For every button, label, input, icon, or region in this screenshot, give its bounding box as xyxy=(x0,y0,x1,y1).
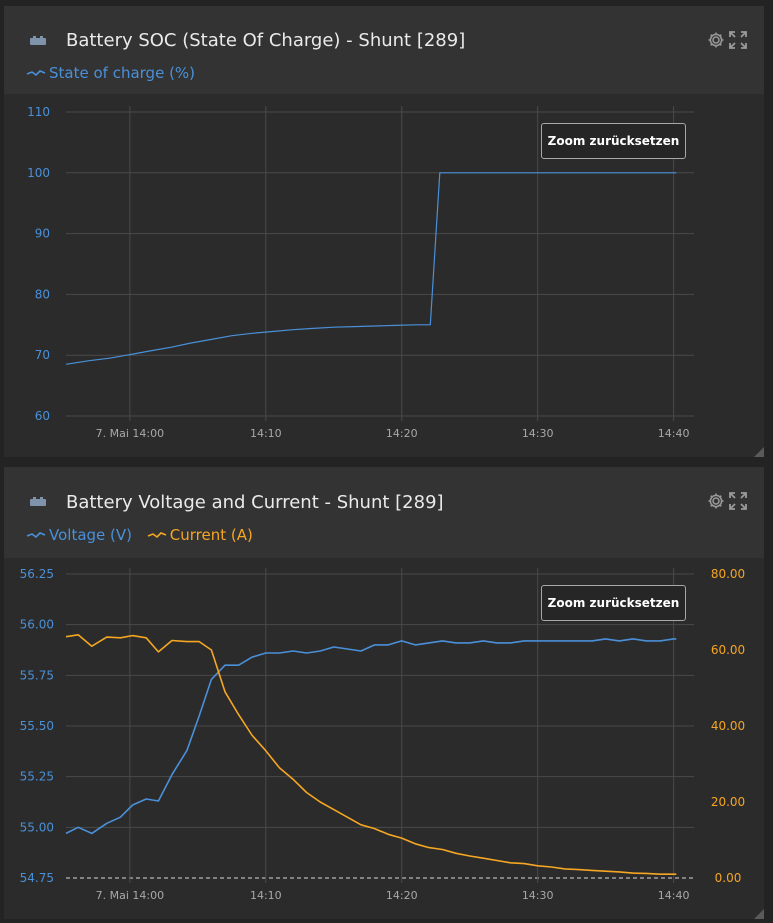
y-right-tick-label: 0.00 xyxy=(715,871,742,885)
x-tick-label: 14:20 xyxy=(386,889,418,902)
resize-handle[interactable] xyxy=(754,909,764,919)
y-tick-label: 100 xyxy=(27,166,50,180)
panel-title: Battery SOC (State Of Charge) - Shunt [2… xyxy=(66,30,466,51)
panel-title: Battery Voltage and Current - Shunt [289… xyxy=(66,492,444,513)
current-a-series-line xyxy=(65,634,677,876)
x-tick-label: 7. Mai 14:00 xyxy=(96,889,164,902)
y-right-tick-label: 40.00 xyxy=(711,719,745,733)
line-series-icon xyxy=(26,532,46,539)
gear-icon[interactable] xyxy=(706,491,726,515)
y-right-tick-label: 60.00 xyxy=(711,643,745,657)
x-tick-label: 14:40 xyxy=(658,427,690,440)
y-right-tick-label: 80.00 xyxy=(711,567,745,581)
y-tick-label: 60 xyxy=(35,409,50,423)
y-tick-label: 110 xyxy=(27,105,50,119)
y-tick-label: 54.75 xyxy=(20,871,54,885)
y-tick-label: 55.00 xyxy=(20,820,54,834)
zoom-reset-button[interactable]: Zoom zurücksetzen xyxy=(541,123,686,159)
y-tick-label: 70 xyxy=(35,348,50,362)
soc-chart[interactable]: 60 70 80 90 100 110 7. Mai 14:00 14:10 14:20 14:3… xyxy=(4,94,764,457)
y-tick-label: 56.00 xyxy=(20,618,54,632)
line-series-icon xyxy=(26,70,46,77)
soc-panel: Battery SOC (State Of Charge) - Shunt [2… xyxy=(4,6,764,457)
x-tick-label: 14:10 xyxy=(250,427,282,440)
legend-label: State of charge (%) xyxy=(49,64,196,82)
y-tick-label: 55.50 xyxy=(20,719,54,733)
zoom-reset-button[interactable]: Zoom zurücksetzen xyxy=(541,585,686,621)
legend-label: Current (A) xyxy=(169,526,253,544)
voltage-v-series-line xyxy=(65,638,677,835)
chart-legend: State of charge (%) xyxy=(26,64,205,82)
x-tick-label: 14:30 xyxy=(522,889,554,902)
legend-label: Voltage (V) xyxy=(49,526,132,544)
x-tick-label: 14:20 xyxy=(386,427,418,440)
y-tick-label: 55.25 xyxy=(20,770,54,784)
y-tick-label: 56.25 xyxy=(20,567,54,581)
voltage-current-panel: Battery Voltage and Current - Shunt [289… xyxy=(4,467,764,919)
line-series-icon xyxy=(147,532,167,539)
y-right-tick-label: 20.00 xyxy=(711,795,745,809)
y-tick-label: 90 xyxy=(35,227,50,241)
resize-handle[interactable] xyxy=(754,447,764,457)
x-tick-label: 14:40 xyxy=(658,889,690,902)
voltage-current-chart[interactable]: 54.75 55.00 55.25 55.50 55.75 56.00 56.25 7. Ma… xyxy=(4,558,764,919)
legend-item-voltage[interactable]: Voltage (V) xyxy=(26,526,132,544)
state-of-charge-series-line xyxy=(65,172,677,365)
x-tick-label: 14:30 xyxy=(522,427,554,440)
legend-item-soc[interactable]: State of charge (%) xyxy=(26,64,195,82)
battery-icon xyxy=(30,36,46,45)
battery-icon xyxy=(30,497,46,506)
expand-icon[interactable] xyxy=(728,491,748,515)
chart-legend: Voltage (V) Current (A) xyxy=(26,526,263,544)
x-tick-label: 14:10 xyxy=(250,889,282,902)
x-tick-label: 7. Mai 14:00 xyxy=(96,427,164,440)
y-tick-label: 55.75 xyxy=(20,668,54,682)
y-tick-label: 80 xyxy=(35,287,50,301)
expand-icon[interactable] xyxy=(728,30,748,54)
gear-icon[interactable] xyxy=(706,30,726,54)
legend-item-current[interactable]: Current (A) xyxy=(147,526,253,544)
